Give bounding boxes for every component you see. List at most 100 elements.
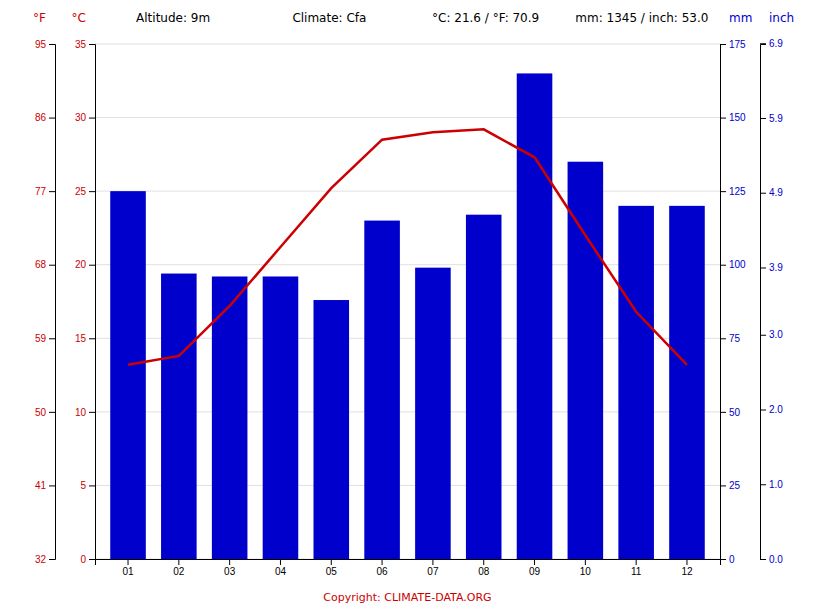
axis-line <box>721 45 727 560</box>
tick-label: 1.0 <box>769 479 783 490</box>
tick-label: 0.0 <box>769 554 783 565</box>
tick-mark <box>89 559 95 560</box>
tick-mark <box>229 559 230 565</box>
tick-mark <box>686 559 687 565</box>
tick: 0 <box>80 554 95 565</box>
tick-label: 5.9 <box>769 113 783 124</box>
tick: 04 <box>275 559 287 577</box>
axis-label: mm <box>729 11 752 25</box>
axis-label: °F <box>33 11 46 25</box>
bar <box>313 300 349 559</box>
grid-line <box>95 117 720 118</box>
tick: 50 <box>35 407 55 418</box>
tick-mark <box>483 559 484 565</box>
tick-label: 5 <box>80 480 86 491</box>
tick-label: 04 <box>275 566 287 577</box>
y3-axis: 3241505968778695 <box>35 39 56 565</box>
tick: 20 <box>75 259 95 270</box>
tick: 4.9 <box>760 187 783 198</box>
tick: 30 <box>75 112 95 123</box>
tick-label: 30 <box>75 112 87 123</box>
tick-label: 6.9 <box>769 38 783 49</box>
tick: 15 <box>75 333 95 344</box>
tick: 25 <box>720 480 741 491</box>
tick-label: 4.9 <box>769 187 783 198</box>
annotation: Climate: Cfa <box>292 11 366 25</box>
tick-mark <box>331 559 332 565</box>
axis-label: inch <box>769 11 794 25</box>
axis-labels: °C °F mm inch <box>33 11 794 25</box>
tick: 35 <box>75 39 95 50</box>
line <box>128 129 687 364</box>
bar <box>517 73 553 559</box>
tick-label: 77 <box>35 186 47 197</box>
tick: 32 <box>35 554 55 565</box>
tick-label: 20 <box>75 259 87 270</box>
tick-label: 50 <box>35 407 47 418</box>
tick-label: 10 <box>580 566 592 577</box>
tick: 08 <box>478 559 490 577</box>
tick-label: 35 <box>75 39 87 50</box>
tick-label: 10 <box>75 407 87 418</box>
y4-axis: 0.0 1.0 2.0 3.0 3.9 4.9 5.9 6.9 <box>760 38 783 565</box>
tick-label: 25 <box>729 480 741 491</box>
tick-label: 08 <box>478 566 490 577</box>
tick-label: 01 <box>122 566 134 577</box>
bar <box>669 206 705 559</box>
tick-label: 07 <box>427 566 439 577</box>
tick-mark <box>89 485 95 486</box>
tick-label: 03 <box>224 566 236 577</box>
tick-label: 75 <box>729 333 741 344</box>
tick: 59 <box>35 333 55 344</box>
annotations: Altitude: 9mClimate: Cfa°C: 21.6 / °F: 7… <box>136 11 708 604</box>
chart: 0510152025303532415059687786950255075100… <box>0 0 815 611</box>
tick-mark <box>720 412 726 413</box>
axis-line <box>761 45 767 560</box>
tick-mark <box>89 191 95 192</box>
grid-line <box>95 191 720 192</box>
footer: Copyright: CLIMATE-DATA.ORG <box>323 591 491 604</box>
tick: 1.0 <box>760 479 783 490</box>
tick-mark <box>534 559 535 565</box>
tick: 6.9 <box>760 38 783 49</box>
tick: 175 <box>720 39 746 50</box>
marks <box>110 73 705 559</box>
tick: 5 <box>80 480 95 491</box>
tick-mark <box>720 485 726 486</box>
tick-mark <box>760 335 766 336</box>
tick: 150 <box>720 112 746 123</box>
annotation: mm: 1345 / inch: 53.0 <box>575 11 708 25</box>
tick-label: 3.0 <box>769 329 783 340</box>
tick: 75 <box>720 333 741 344</box>
tick: 01 <box>122 559 134 577</box>
tick-mark <box>760 193 766 194</box>
tick-mark <box>382 559 383 565</box>
tick-mark <box>89 44 95 45</box>
tick: 50 <box>720 407 741 418</box>
tick: 5.9 <box>760 113 783 124</box>
tick-mark <box>720 338 726 339</box>
axis-label: °C <box>72 11 86 25</box>
bar <box>466 215 502 559</box>
tick-mark <box>128 559 129 565</box>
tick-label: 3.9 <box>769 262 783 273</box>
bar-series <box>110 73 705 559</box>
x-axis: 010203040506070809101112 <box>96 559 721 577</box>
tick-label: 25 <box>75 186 87 197</box>
tick-mark <box>49 559 55 560</box>
axis-line <box>89 45 96 560</box>
tick-mark <box>89 265 95 266</box>
tick-mark <box>760 118 766 119</box>
tick-label: 2.0 <box>769 404 783 415</box>
tick-label: 11 <box>631 566 642 577</box>
tick-label: 175 <box>729 39 746 50</box>
tick-label: 125 <box>729 186 746 197</box>
tick-label: 09 <box>529 566 541 577</box>
tick-mark <box>49 485 55 486</box>
tick: 3.0 <box>760 329 783 340</box>
tick: 77 <box>35 186 55 197</box>
tick-mark <box>585 559 586 565</box>
tick-label: 95 <box>35 39 47 50</box>
tick: 03 <box>224 559 236 577</box>
tick: 86 <box>35 112 55 123</box>
